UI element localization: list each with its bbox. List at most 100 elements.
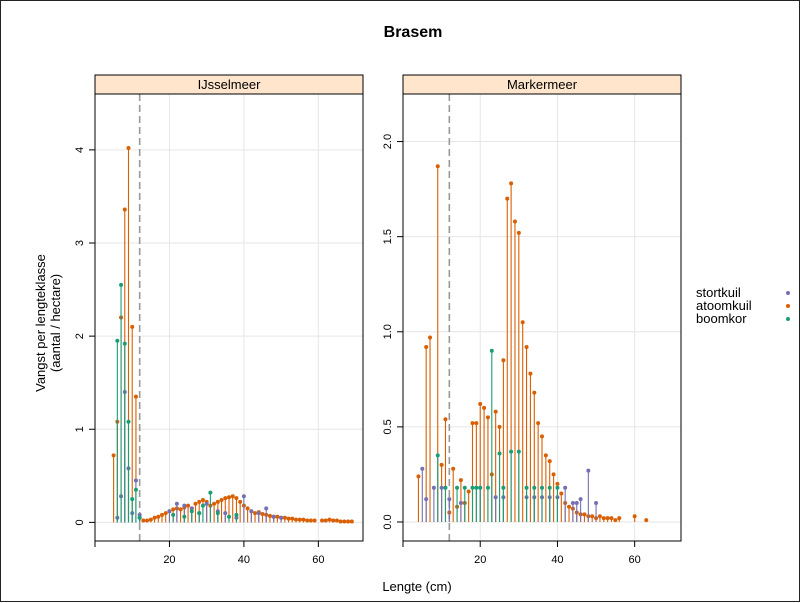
y-axis-label-group: Vangst per lengteklasse (aantal / hectar… <box>33 254 63 392</box>
point-atoomkuil <box>227 495 231 500</box>
point-atoomkuil <box>613 518 618 523</box>
point-boomkor <box>137 515 142 520</box>
point-atoomkuil <box>290 516 295 521</box>
point-boomkor <box>215 511 220 516</box>
point-atoomkuil <box>536 421 541 426</box>
point-atoomkuil <box>605 516 610 521</box>
point-boomkor <box>119 282 124 287</box>
point-atoomkuil <box>532 390 537 395</box>
point-atoomkuil <box>512 219 517 224</box>
legend-label-stortkuil: stortkuil <box>696 285 741 300</box>
point-atoomkuil <box>234 496 239 501</box>
point-atoomkuil <box>331 518 336 523</box>
point-stortkuil <box>223 511 228 516</box>
point-atoomkuil <box>152 515 157 520</box>
point-atoomkuil <box>567 504 572 509</box>
point-stortkuil <box>420 466 425 471</box>
x-tick-label: 20 <box>474 554 486 566</box>
point-atoomkuil <box>267 513 272 518</box>
point-boomkor <box>524 485 529 490</box>
point-boomkor <box>501 485 506 490</box>
point-atoomkuil <box>597 514 602 519</box>
point-atoomkuil <box>478 402 483 407</box>
point-boomkor <box>532 485 537 490</box>
point-atoomkuil <box>163 511 168 516</box>
point-stortkuil <box>189 506 194 511</box>
point-stortkuil <box>424 497 429 502</box>
point-atoomkuil <box>485 415 490 420</box>
point-atoomkuil <box>439 462 444 467</box>
point-boomkor <box>115 338 120 343</box>
point-boomkor <box>227 514 231 519</box>
point-atoomkuil <box>148 517 153 522</box>
panel-markermeer: Markermeer 20 40 60 0.0 0.5 1.0 1.5 2.0 <box>382 74 682 566</box>
point-atoomkuil <box>505 196 510 201</box>
point-atoomkuil <box>171 507 176 512</box>
y-tick-label: 0.5 <box>382 419 394 434</box>
point-boomkor <box>555 485 560 490</box>
point-atoomkuil <box>590 514 595 519</box>
strip-label-markermeer: Markermeer <box>507 77 578 92</box>
point-atoomkuil <box>509 181 514 186</box>
x-tick-label: 60 <box>312 554 324 566</box>
point-atoomkuil <box>466 489 471 494</box>
point-atoomkuil <box>349 519 354 524</box>
point-atoomkuil <box>133 394 138 399</box>
point-atoomkuil <box>294 517 298 522</box>
point-atoomkuil <box>470 421 475 426</box>
panel-border-ijsselmeer <box>94 93 364 542</box>
y-tick-label: 1.5 <box>382 229 394 244</box>
point-stortkuil <box>563 485 568 490</box>
point-boomkor <box>547 485 552 490</box>
point-atoomkuil <box>528 371 533 376</box>
point-atoomkuil <box>547 459 552 464</box>
point-atoomkuil <box>145 518 150 523</box>
point-atoomkuil <box>193 501 198 506</box>
point-atoomkuil <box>493 409 498 414</box>
point-stortkuil <box>249 509 254 514</box>
legend-marker-atoomkuil <box>786 304 790 308</box>
x-tick-label: 40 <box>551 554 563 566</box>
point-boomkor <box>485 485 490 490</box>
point-atoomkuil <box>260 511 265 516</box>
point-stortkuil <box>204 501 209 506</box>
point-atoomkuil <box>245 506 250 511</box>
point-atoomkuil <box>327 517 332 522</box>
point-atoomkuil <box>338 519 343 524</box>
point-atoomkuil <box>416 474 421 479</box>
point-atoomkuil <box>223 496 228 501</box>
point-atoomkuil <box>482 405 487 410</box>
x-tick-label: 60 <box>629 554 641 566</box>
point-atoomkuil <box>555 481 560 486</box>
y-tick-label: 2 <box>74 333 86 339</box>
point-stortkuil <box>279 515 284 520</box>
y-tick-label: 3 <box>74 240 86 246</box>
point-boomkor <box>443 485 448 490</box>
point-atoomkuil <box>212 501 217 506</box>
point-boomkor <box>478 485 483 490</box>
point-atoomkuil <box>424 344 429 349</box>
x-axis-label: Lengte (cm) <box>382 579 451 594</box>
point-boomkor <box>130 497 135 502</box>
point-atoomkuil <box>286 516 291 521</box>
y-tick-label: 0.0 <box>382 514 394 529</box>
point-boomkor <box>435 453 440 458</box>
point-atoomkuil <box>443 417 448 422</box>
point-atoomkuil <box>301 517 306 522</box>
point-atoomkuil <box>342 519 347 524</box>
point-atoomkuil <box>197 499 202 504</box>
point-atoomkuil <box>497 424 502 429</box>
point-atoomkuil <box>543 453 548 458</box>
point-stortkuil <box>493 495 498 500</box>
legend-label-boomkor: boomkor <box>696 311 747 326</box>
point-atoomkuil <box>308 518 313 523</box>
point-boomkor <box>197 511 202 516</box>
point-boomkor <box>189 509 194 514</box>
point-atoomkuil <box>160 512 164 517</box>
point-atoomkuil <box>186 503 191 508</box>
point-stortkuil <box>439 485 444 490</box>
point-atoomkuil <box>617 516 622 521</box>
point-atoomkuil <box>516 230 521 235</box>
point-stortkuil <box>574 500 579 505</box>
